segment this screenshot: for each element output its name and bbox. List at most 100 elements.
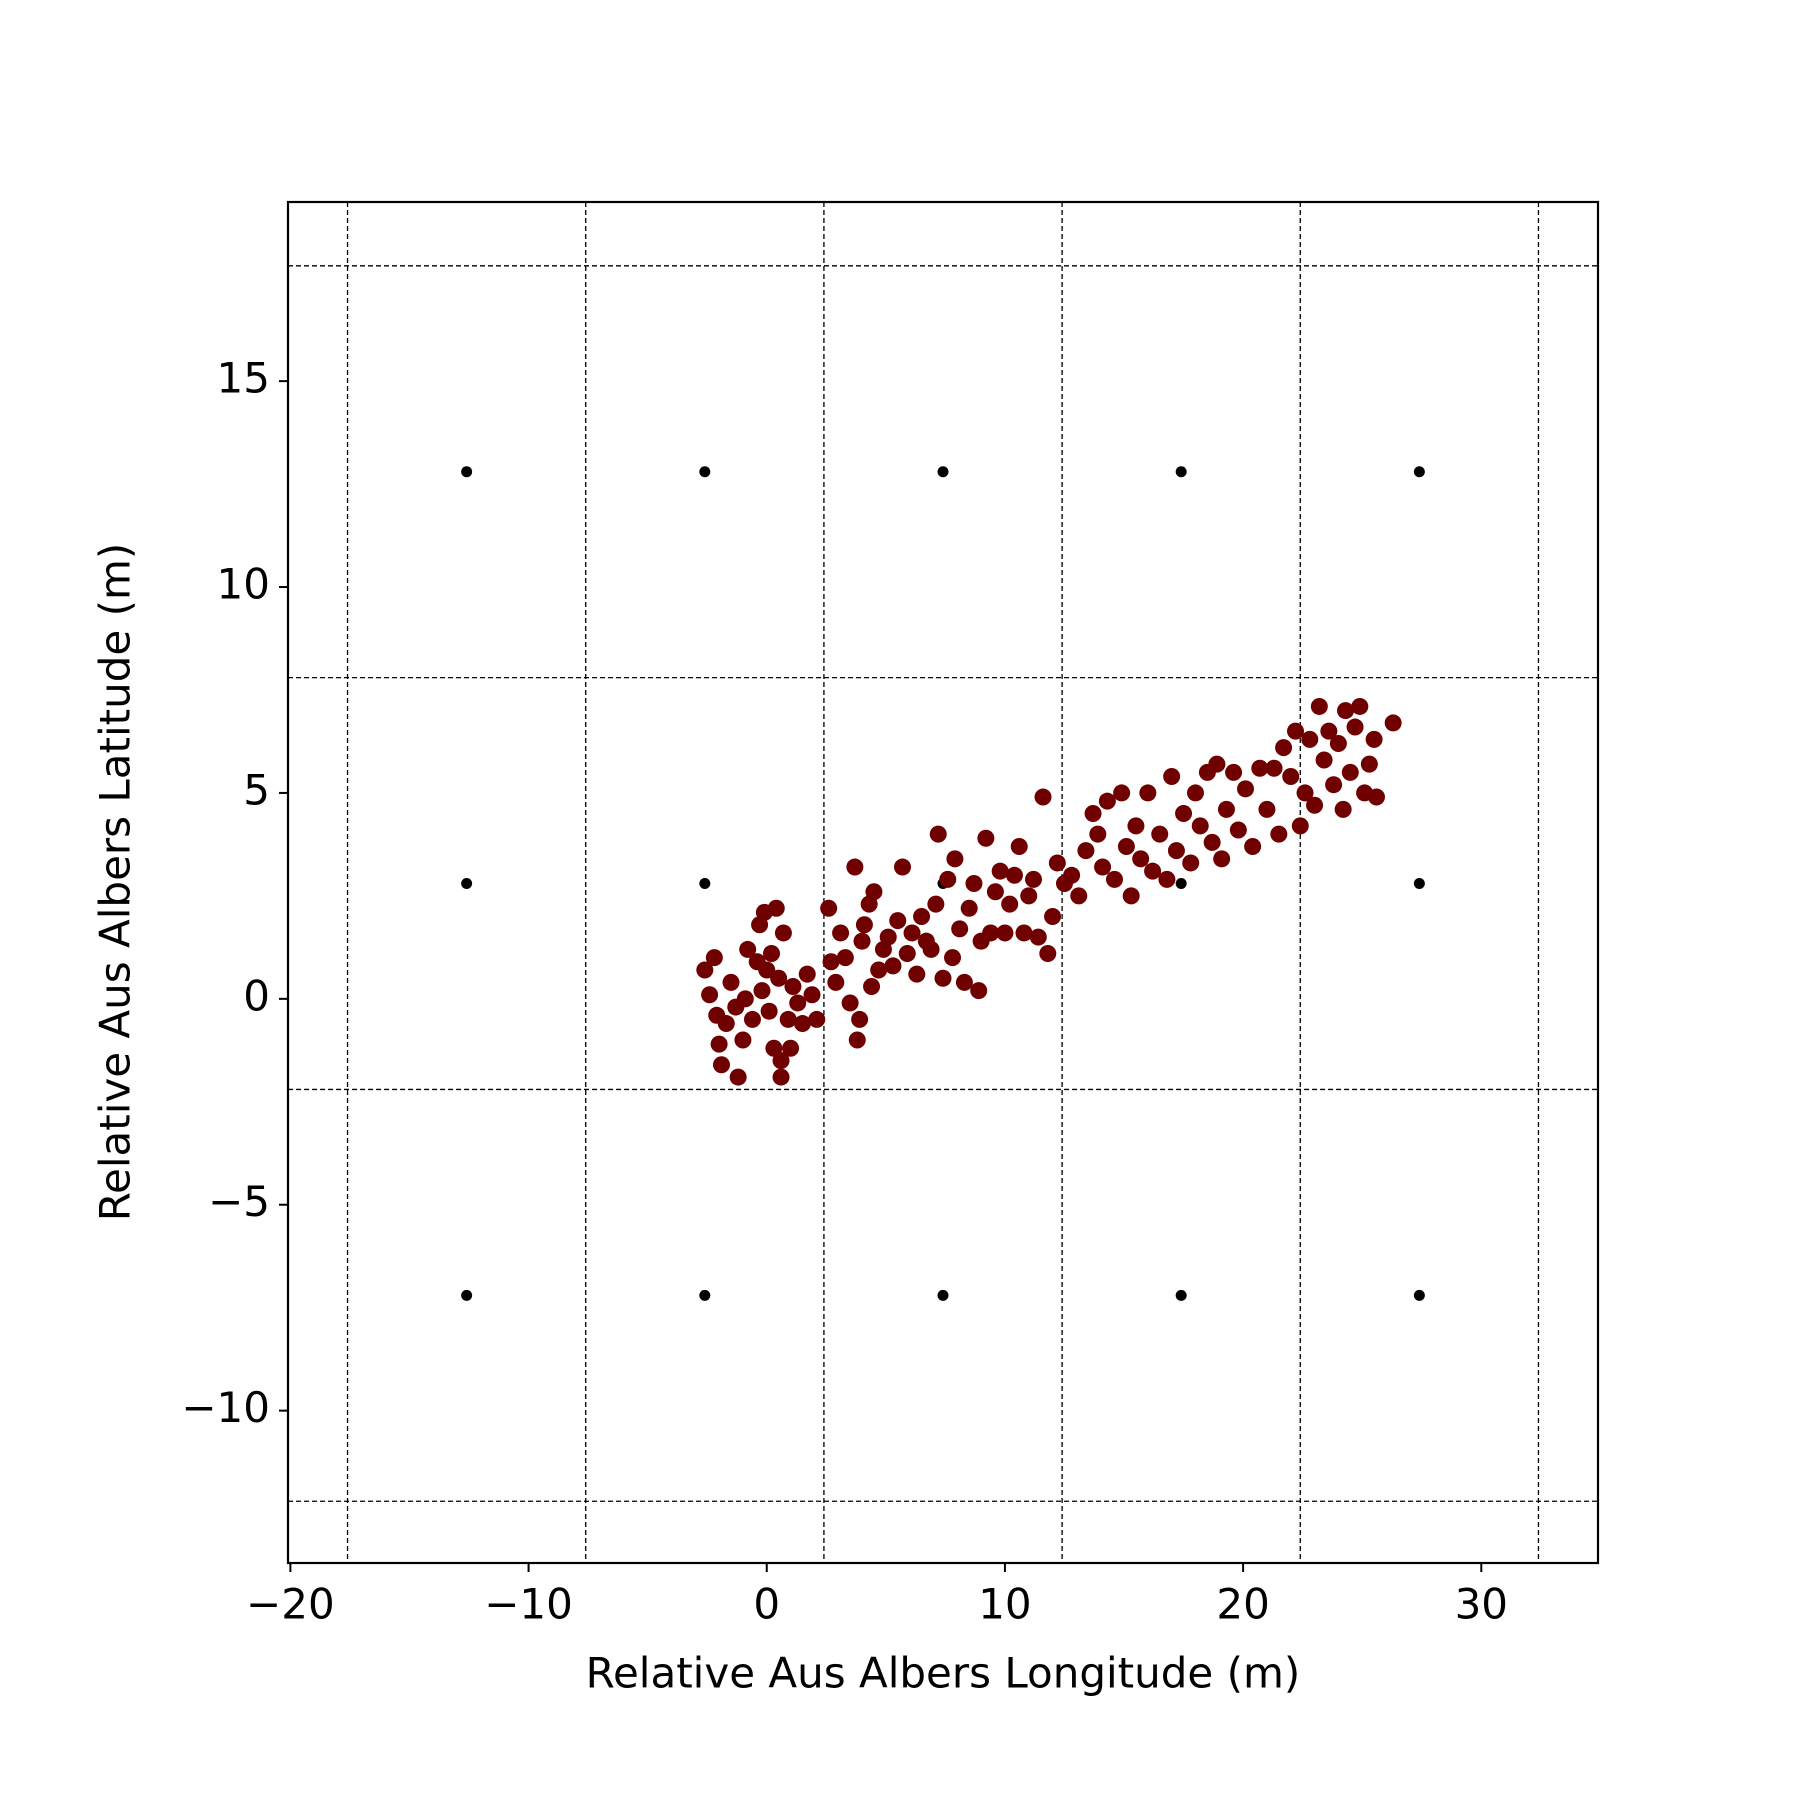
point — [705, 949, 723, 967]
point — [1229, 821, 1247, 839]
point — [1113, 784, 1131, 802]
point — [1225, 763, 1243, 781]
point — [832, 924, 850, 942]
point — [808, 1010, 826, 1028]
point — [729, 1068, 747, 1086]
point — [1010, 837, 1028, 855]
point — [1310, 697, 1328, 715]
point — [1265, 759, 1283, 777]
point — [803, 986, 821, 1004]
point — [774, 924, 792, 942]
y-axis-label: Relative Aus Albers Latitude (m) — [91, 543, 140, 1222]
point — [1048, 854, 1066, 872]
point — [937, 1289, 949, 1301]
point — [1301, 730, 1319, 748]
point — [1191, 817, 1209, 835]
point — [982, 924, 1000, 942]
point — [1175, 1289, 1187, 1301]
point — [1175, 805, 1193, 823]
point — [717, 1015, 735, 1033]
point — [991, 862, 1009, 880]
point — [1296, 784, 1314, 802]
point — [1122, 887, 1140, 905]
point — [743, 1010, 761, 1028]
point — [1346, 718, 1364, 736]
point — [1044, 907, 1062, 925]
point — [1329, 735, 1347, 753]
point — [1084, 805, 1102, 823]
point — [461, 878, 473, 890]
point — [1175, 466, 1187, 478]
y-tick-label: 15 — [217, 354, 270, 403]
y-tick-label: 5 — [243, 765, 270, 814]
point — [779, 1010, 797, 1028]
point — [767, 899, 785, 917]
point — [739, 940, 757, 958]
point — [1351, 697, 1369, 715]
point — [1089, 825, 1107, 843]
point — [1213, 850, 1231, 868]
point — [1001, 895, 1019, 913]
point — [1063, 866, 1081, 884]
point — [1275, 739, 1293, 757]
point — [889, 912, 907, 930]
point — [1029, 928, 1047, 946]
point — [853, 932, 871, 950]
point — [1158, 870, 1176, 888]
point — [1315, 751, 1333, 769]
point — [699, 878, 711, 890]
point — [461, 1289, 473, 1301]
y-tick-label: 10 — [217, 560, 270, 609]
point — [822, 953, 840, 971]
x-tick-label: 20 — [1216, 1580, 1269, 1629]
point — [1270, 825, 1288, 843]
point — [461, 466, 473, 478]
point — [934, 969, 952, 987]
point — [937, 466, 949, 478]
point — [736, 990, 754, 1008]
point — [1094, 858, 1112, 876]
point — [851, 1010, 869, 1028]
x-tick-label: 30 — [1455, 1580, 1508, 1629]
point — [939, 870, 957, 888]
point — [827, 973, 845, 991]
point — [884, 957, 902, 975]
point — [970, 982, 988, 1000]
point — [1163, 767, 1181, 785]
point — [913, 907, 931, 925]
point — [951, 920, 969, 938]
point — [1039, 945, 1057, 963]
point — [699, 1289, 711, 1301]
point — [1070, 887, 1088, 905]
point — [955, 973, 973, 991]
point — [1217, 800, 1235, 818]
plot-frame — [286, 200, 1600, 1565]
point — [944, 949, 962, 967]
point — [1167, 842, 1185, 860]
point — [960, 899, 978, 917]
point — [765, 1039, 783, 1057]
point — [1320, 722, 1338, 740]
point — [863, 977, 881, 995]
point — [1208, 755, 1226, 773]
y-tick-label: 0 — [243, 971, 270, 1020]
point — [782, 1039, 800, 1057]
point — [1287, 722, 1305, 740]
point — [996, 924, 1014, 942]
point — [793, 1015, 811, 1033]
point — [1413, 466, 1425, 478]
point — [1020, 887, 1038, 905]
x-tick-label: 0 — [753, 1580, 780, 1629]
point — [1325, 776, 1343, 794]
point — [894, 858, 912, 876]
point — [701, 986, 719, 1004]
point — [1337, 702, 1355, 720]
point — [870, 961, 888, 979]
point — [846, 858, 864, 876]
point — [841, 994, 859, 1012]
point — [1098, 792, 1116, 810]
point — [1117, 837, 1135, 855]
point — [965, 875, 983, 893]
point — [1365, 730, 1383, 748]
